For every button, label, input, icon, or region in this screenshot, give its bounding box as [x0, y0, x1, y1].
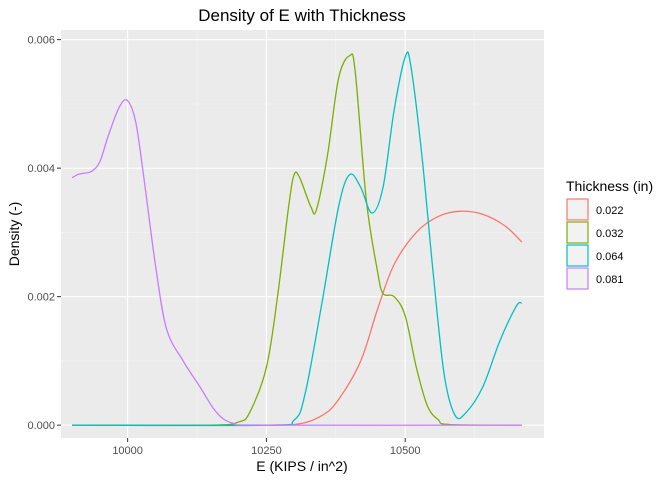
y-tick-label: 0.006 [27, 35, 55, 47]
x-axis-title: E (KIPS / in^2) [256, 458, 347, 474]
y-axis: 0.000 0.002 0.004 0.006 [27, 35, 61, 432]
plot-panel [61, 30, 544, 438]
legend-item-0-064: 0.064 [566, 244, 624, 267]
y-tick-label: 0.002 [27, 292, 55, 304]
legend-label: 0.064 [596, 251, 624, 263]
legend-items: 0.022 0.032 0.064 0.081 [566, 198, 624, 290]
y-axis-title: Density (-) [6, 202, 22, 267]
legend-label: 0.081 [596, 274, 624, 286]
legend-key [566, 198, 589, 221]
legend-key [566, 244, 589, 267]
x-axis: 10000 10250 10500 [112, 438, 421, 457]
plot-background [61, 30, 544, 438]
legend-item-0-022: 0.022 [566, 198, 624, 221]
y-tick-label: 0.004 [27, 163, 55, 175]
legend-key [566, 267, 589, 290]
chart-title: Density of E with Thickness [198, 6, 406, 25]
legend: Thickness (in) 0.022 0.032 0.064 0.081 [566, 178, 653, 290]
x-tick-label: 10500 [390, 445, 421, 457]
y-tick-label: 0.000 [27, 420, 55, 432]
legend-item-0-032: 0.032 [566, 221, 624, 244]
series-lines [71, 51, 523, 427]
legend-label: 0.032 [596, 228, 624, 240]
legend-label: 0.022 [596, 205, 624, 217]
series-line-0-032 [72, 53, 522, 427]
legend-title: Thickness (in) [566, 178, 653, 194]
x-tick-label: 10000 [112, 445, 143, 457]
legend-item-0-081: 0.081 [566, 267, 624, 290]
x-tick-label: 10250 [251, 445, 282, 457]
series-line-0-081 [71, 99, 522, 426]
series-line-0-064 [72, 51, 523, 427]
legend-key [566, 221, 589, 244]
